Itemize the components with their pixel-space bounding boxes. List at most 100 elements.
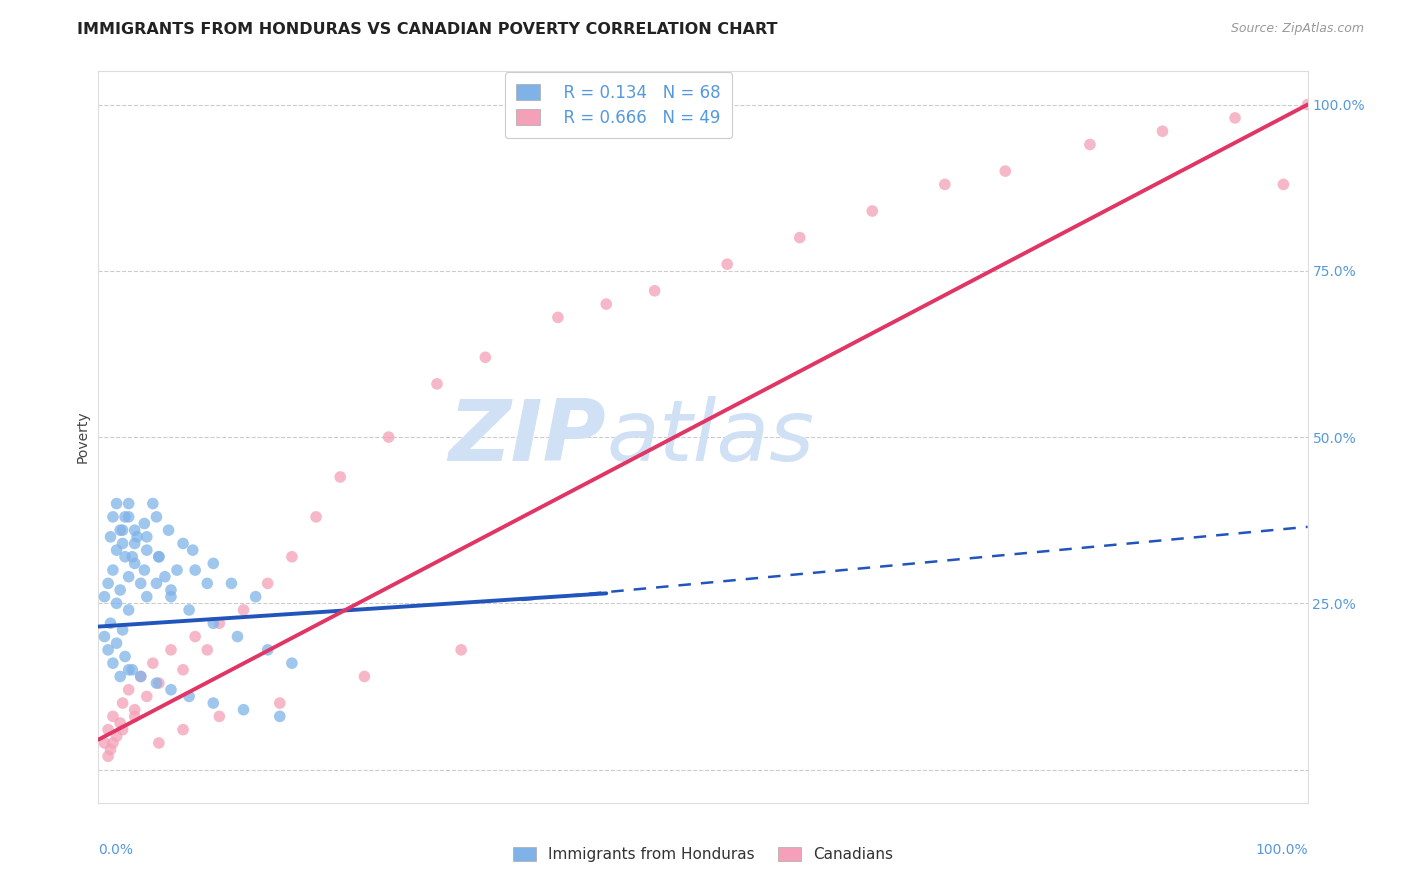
Point <box>108 582 131 597</box>
Point <box>172 723 194 737</box>
Point <box>148 549 170 564</box>
Point <box>124 703 146 717</box>
Point <box>118 497 141 511</box>
Point <box>105 543 128 558</box>
Point <box>160 643 183 657</box>
Point <box>547 310 569 325</box>
Point <box>118 682 141 697</box>
Text: atlas: atlas <box>606 395 814 479</box>
Point <box>114 549 136 564</box>
Text: Source: ZipAtlas.com: Source: ZipAtlas.com <box>1230 22 1364 36</box>
Point <box>148 549 170 564</box>
Point <box>118 509 141 524</box>
Point <box>100 530 122 544</box>
Point <box>101 656 124 670</box>
Point <box>160 582 183 597</box>
Point <box>1272 178 1295 192</box>
Point <box>129 669 152 683</box>
Y-axis label: Poverty: Poverty <box>76 411 90 463</box>
Point <box>121 663 143 677</box>
Point <box>135 543 157 558</box>
Point <box>101 509 124 524</box>
Point <box>329 470 352 484</box>
Text: 0.0%: 0.0% <box>98 843 134 857</box>
Point <box>1078 137 1101 152</box>
Point <box>124 536 146 550</box>
Point <box>179 603 201 617</box>
Point <box>108 523 131 537</box>
Point <box>100 616 122 631</box>
Point <box>226 630 249 644</box>
Point <box>450 643 472 657</box>
Point <box>121 549 143 564</box>
Point <box>195 576 218 591</box>
Point <box>202 696 225 710</box>
Point <box>644 284 666 298</box>
Point <box>114 509 136 524</box>
Point <box>353 669 375 683</box>
Point <box>305 509 328 524</box>
Text: ZIP: ZIP <box>449 395 606 479</box>
Point <box>281 549 304 564</box>
Point <box>105 596 128 610</box>
Point <box>118 570 141 584</box>
Point <box>101 709 124 723</box>
Point <box>281 656 304 670</box>
Point <box>1152 124 1174 138</box>
Point <box>142 656 165 670</box>
Point <box>129 669 152 683</box>
Point <box>202 557 225 571</box>
Point <box>145 676 167 690</box>
Point <box>124 557 146 571</box>
Point <box>269 696 291 710</box>
Point <box>97 749 120 764</box>
Point <box>148 676 170 690</box>
Point <box>108 716 131 731</box>
Point <box>93 736 115 750</box>
Point <box>208 616 231 631</box>
Point <box>135 690 157 704</box>
Point <box>269 709 291 723</box>
Point <box>111 523 134 537</box>
Point <box>994 164 1017 178</box>
Point <box>595 297 617 311</box>
Point <box>245 590 267 604</box>
Point <box>166 563 188 577</box>
Point <box>93 630 115 644</box>
Point <box>101 736 124 750</box>
Point <box>111 536 134 550</box>
Point <box>101 563 124 577</box>
Point <box>934 178 956 192</box>
Point <box>135 590 157 604</box>
Point <box>208 709 231 723</box>
Point <box>118 663 141 677</box>
Point <box>111 623 134 637</box>
Point <box>100 742 122 756</box>
Point <box>134 516 156 531</box>
Point <box>153 570 176 584</box>
Point <box>160 682 183 697</box>
Point <box>256 643 278 657</box>
Point <box>232 703 254 717</box>
Point <box>426 376 449 391</box>
Point <box>105 497 128 511</box>
Legend: Immigrants from Honduras, Canadians: Immigrants from Honduras, Canadians <box>508 840 898 868</box>
Point <box>97 643 120 657</box>
Point <box>1223 111 1246 125</box>
Point <box>129 576 152 591</box>
Point <box>377 430 399 444</box>
Point <box>111 696 134 710</box>
Point <box>135 530 157 544</box>
Point <box>195 643 218 657</box>
Point <box>184 630 207 644</box>
Text: IMMIGRANTS FROM HONDURAS VS CANADIAN POVERTY CORRELATION CHART: IMMIGRANTS FROM HONDURAS VS CANADIAN POV… <box>77 22 778 37</box>
Point <box>181 543 204 558</box>
Point <box>202 616 225 631</box>
Point <box>142 497 165 511</box>
Point <box>114 649 136 664</box>
Point <box>105 636 128 650</box>
Point <box>134 563 156 577</box>
Point <box>789 230 811 244</box>
Point <box>118 603 141 617</box>
Point <box>1296 97 1319 112</box>
